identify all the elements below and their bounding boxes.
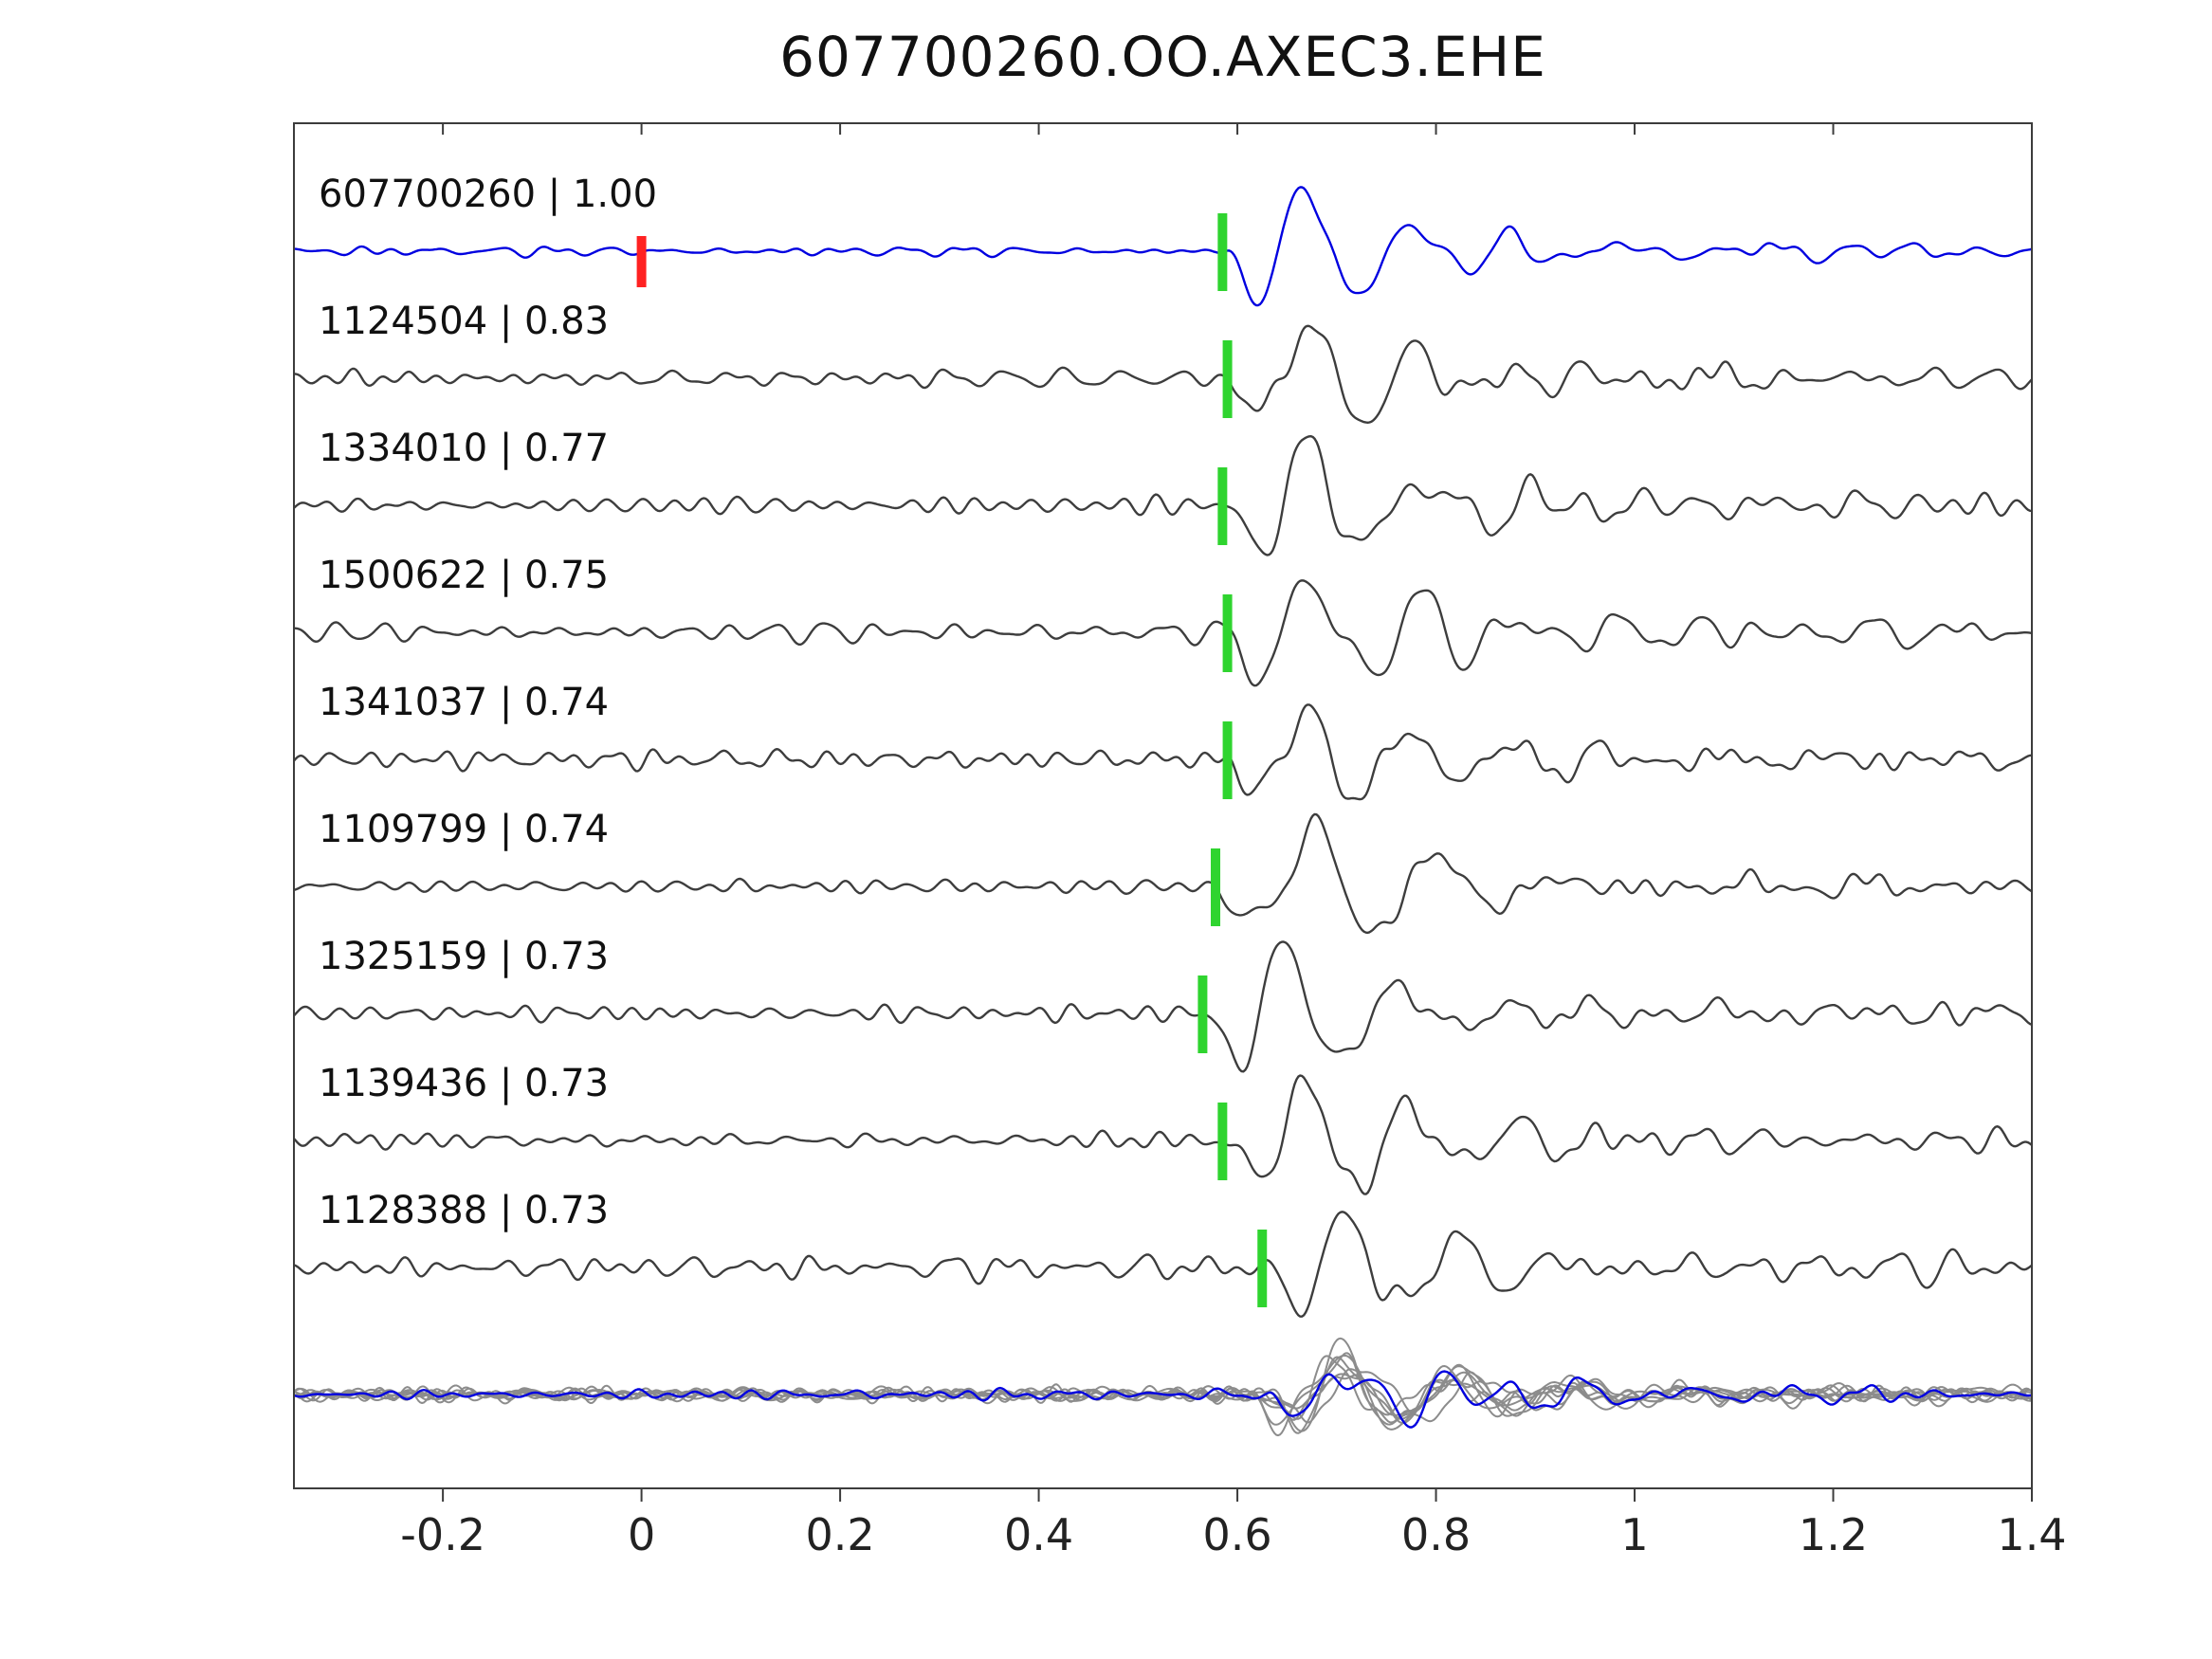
pick-marker <box>1222 340 1233 418</box>
trace-label: 1325159 | 0.73 <box>319 935 610 978</box>
overlay-trace <box>294 1355 2032 1420</box>
seismogram-trace <box>294 186 2032 307</box>
x-axis-tick-label: 0.2 <box>805 1509 875 1560</box>
trace-label: 607700260 | 1.00 <box>319 173 658 216</box>
trace-label: 1334010 | 0.77 <box>319 427 610 470</box>
x-axis-tick-label: -0.2 <box>400 1509 485 1560</box>
trace-label: 1139436 | 0.73 <box>319 1062 610 1105</box>
x-axis-tick-label: 1.4 <box>1997 1509 2067 1560</box>
seismogram-trace <box>294 812 2032 935</box>
x-axis-tick-label: 0.4 <box>1003 1509 1074 1560</box>
pick-marker <box>1257 1230 1268 1307</box>
pick-marker <box>1217 467 1228 545</box>
trace-label: 1109799 | 0.74 <box>319 808 610 851</box>
axes-box <box>293 122 2033 1489</box>
origin-marker <box>636 236 647 287</box>
pick-marker <box>1217 213 1228 291</box>
pick-marker <box>1197 975 1208 1053</box>
overlay-trace <box>294 1337 2032 1432</box>
overlay-trace <box>294 1352 2032 1426</box>
x-axis-tick-label: 1.2 <box>1798 1509 1869 1560</box>
trace-label: 1124504 | 0.83 <box>319 300 610 343</box>
trace-label: 1128388 | 0.73 <box>319 1189 610 1232</box>
seismogram-trace <box>294 1211 2032 1318</box>
trace-label: 1500622 | 0.75 <box>319 554 610 597</box>
trace-label: 1341037 | 0.74 <box>319 681 610 724</box>
seismogram-trace <box>294 579 2032 687</box>
x-axis-tick-label: 0.6 <box>1202 1509 1272 1560</box>
pick-marker <box>1222 721 1233 799</box>
chart-title: 607700260.OO.AXEC3.EHE <box>779 25 1546 89</box>
seismogram-trace <box>294 940 2032 1073</box>
pick-marker <box>1211 848 1221 926</box>
seismogram-trace <box>294 435 2032 556</box>
seismogram-trace <box>294 324 2032 424</box>
pick-marker <box>1222 594 1233 672</box>
x-axis-tick-label: 1 <box>1620 1509 1649 1560</box>
x-axis-tick-label: 0 <box>627 1509 656 1560</box>
overlay-trace <box>294 1354 2032 1437</box>
seismogram-trace <box>294 703 2032 801</box>
overlay-template-trace <box>294 1370 2032 1429</box>
seismogram-trace <box>294 1074 2032 1195</box>
pick-marker <box>1217 1103 1228 1180</box>
x-axis-tick-label: 0.8 <box>1400 1509 1472 1560</box>
